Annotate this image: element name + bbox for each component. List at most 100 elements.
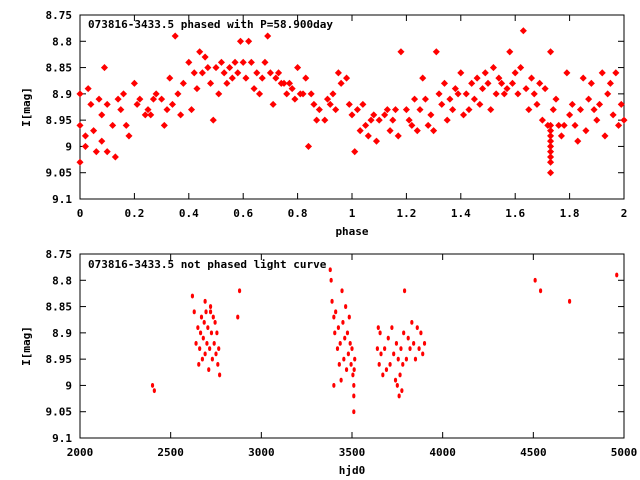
axis-ticks: 2000 2500 3000 3500 4000 4500 5000 8.75 8.8 8.85 8… xyxy=(46,248,638,459)
data-point xyxy=(197,362,201,367)
data-point xyxy=(130,79,138,87)
data-point xyxy=(435,90,443,98)
x-tick-label: 1.8 xyxy=(560,207,580,220)
data-point xyxy=(92,148,100,156)
data-point xyxy=(432,48,440,56)
x-tick-label: 2000 xyxy=(67,446,94,459)
data-point xyxy=(421,95,429,103)
data-point xyxy=(489,64,497,72)
data-point xyxy=(606,79,614,87)
data-point xyxy=(343,74,351,82)
data-point xyxy=(377,362,381,367)
data-point xyxy=(400,388,404,394)
data-point xyxy=(527,74,536,82)
data-point xyxy=(538,288,543,294)
data-point xyxy=(214,351,218,357)
x-tick-label: 1.2 xyxy=(396,207,416,220)
data-point xyxy=(547,142,555,150)
x-tick-label: 3500 xyxy=(339,446,366,459)
y-tick-label: 8.8 xyxy=(52,35,72,48)
data-point xyxy=(498,79,506,87)
data-point xyxy=(514,90,522,98)
data-point xyxy=(218,372,222,378)
data-point xyxy=(465,106,473,114)
data-point xyxy=(362,121,370,129)
data-point xyxy=(95,95,103,103)
data-point xyxy=(438,100,446,108)
data-point xyxy=(313,116,321,124)
data-point xyxy=(87,100,95,108)
x-tick-label: 2 xyxy=(621,207,628,220)
axis-ticks: 0 0.2 0.4 0.6 0.8 1 1.2 1.4 1.6 1.8 2 8.75 8.8 8.85 8.… xyxy=(46,9,628,220)
chart-title: 073816-3433.5 phased with P=58.900day xyxy=(88,18,333,31)
data-point xyxy=(339,377,343,383)
data-point xyxy=(598,69,606,77)
data-point xyxy=(462,90,470,98)
data-point xyxy=(352,393,356,399)
data-point xyxy=(351,372,355,378)
x-tick-label: 0 xyxy=(77,207,84,220)
data-point xyxy=(386,335,390,341)
plot-frame xyxy=(79,14,625,200)
data-point xyxy=(557,132,565,140)
data-point xyxy=(352,367,356,373)
data-point xyxy=(492,90,500,98)
data-point xyxy=(395,383,399,388)
data-point xyxy=(378,330,382,336)
data-point xyxy=(547,48,555,56)
data-point xyxy=(590,106,598,114)
data-point xyxy=(342,356,346,362)
data-point xyxy=(587,79,595,87)
y-tick-label: 8.95 xyxy=(46,114,73,127)
data-point xyxy=(269,100,277,108)
data-point xyxy=(299,90,307,98)
y-tick-label: 8.85 xyxy=(46,62,73,75)
data-point xyxy=(332,383,336,388)
data-point xyxy=(536,79,544,87)
data-point xyxy=(392,351,396,357)
data-point xyxy=(617,100,625,108)
data-point xyxy=(415,325,419,330)
x-tick-label: 0.4 xyxy=(179,207,199,220)
data-point xyxy=(398,372,402,378)
data-point xyxy=(356,127,364,135)
data-point xyxy=(345,330,350,336)
data-point xyxy=(332,314,336,320)
data-point xyxy=(261,58,269,66)
y-tick-label: 8.75 xyxy=(46,248,73,261)
data-point xyxy=(552,95,560,103)
data-point xyxy=(549,106,557,114)
data-point xyxy=(352,409,356,415)
data-point xyxy=(593,116,601,124)
data-point xyxy=(119,90,128,98)
data-point xyxy=(351,148,359,156)
data-point xyxy=(158,95,166,103)
y-tick-label: 8.85 xyxy=(46,301,73,314)
data-point xyxy=(201,53,209,61)
data-point xyxy=(348,340,352,346)
data-point xyxy=(396,356,400,362)
data-point xyxy=(484,79,492,87)
data-point xyxy=(416,106,424,114)
data-point xyxy=(166,74,174,82)
data-point xyxy=(103,100,111,108)
data-point xyxy=(114,95,122,103)
data-point xyxy=(609,111,617,119)
data-point xyxy=(149,95,157,103)
data-point xyxy=(236,314,240,320)
data-point xyxy=(601,132,609,140)
data-point xyxy=(84,85,92,93)
data-point xyxy=(399,346,403,352)
data-point xyxy=(210,356,214,362)
data-point xyxy=(421,351,425,357)
data-point xyxy=(194,340,198,346)
data-point xyxy=(503,85,511,93)
data-point xyxy=(203,351,207,357)
y-tick-label: 8.75 xyxy=(46,9,73,22)
data-point xyxy=(372,137,381,145)
data-point xyxy=(242,74,250,82)
data-point xyxy=(347,314,351,320)
data-point xyxy=(547,127,555,135)
data-point xyxy=(220,69,228,77)
data-point xyxy=(547,137,555,145)
